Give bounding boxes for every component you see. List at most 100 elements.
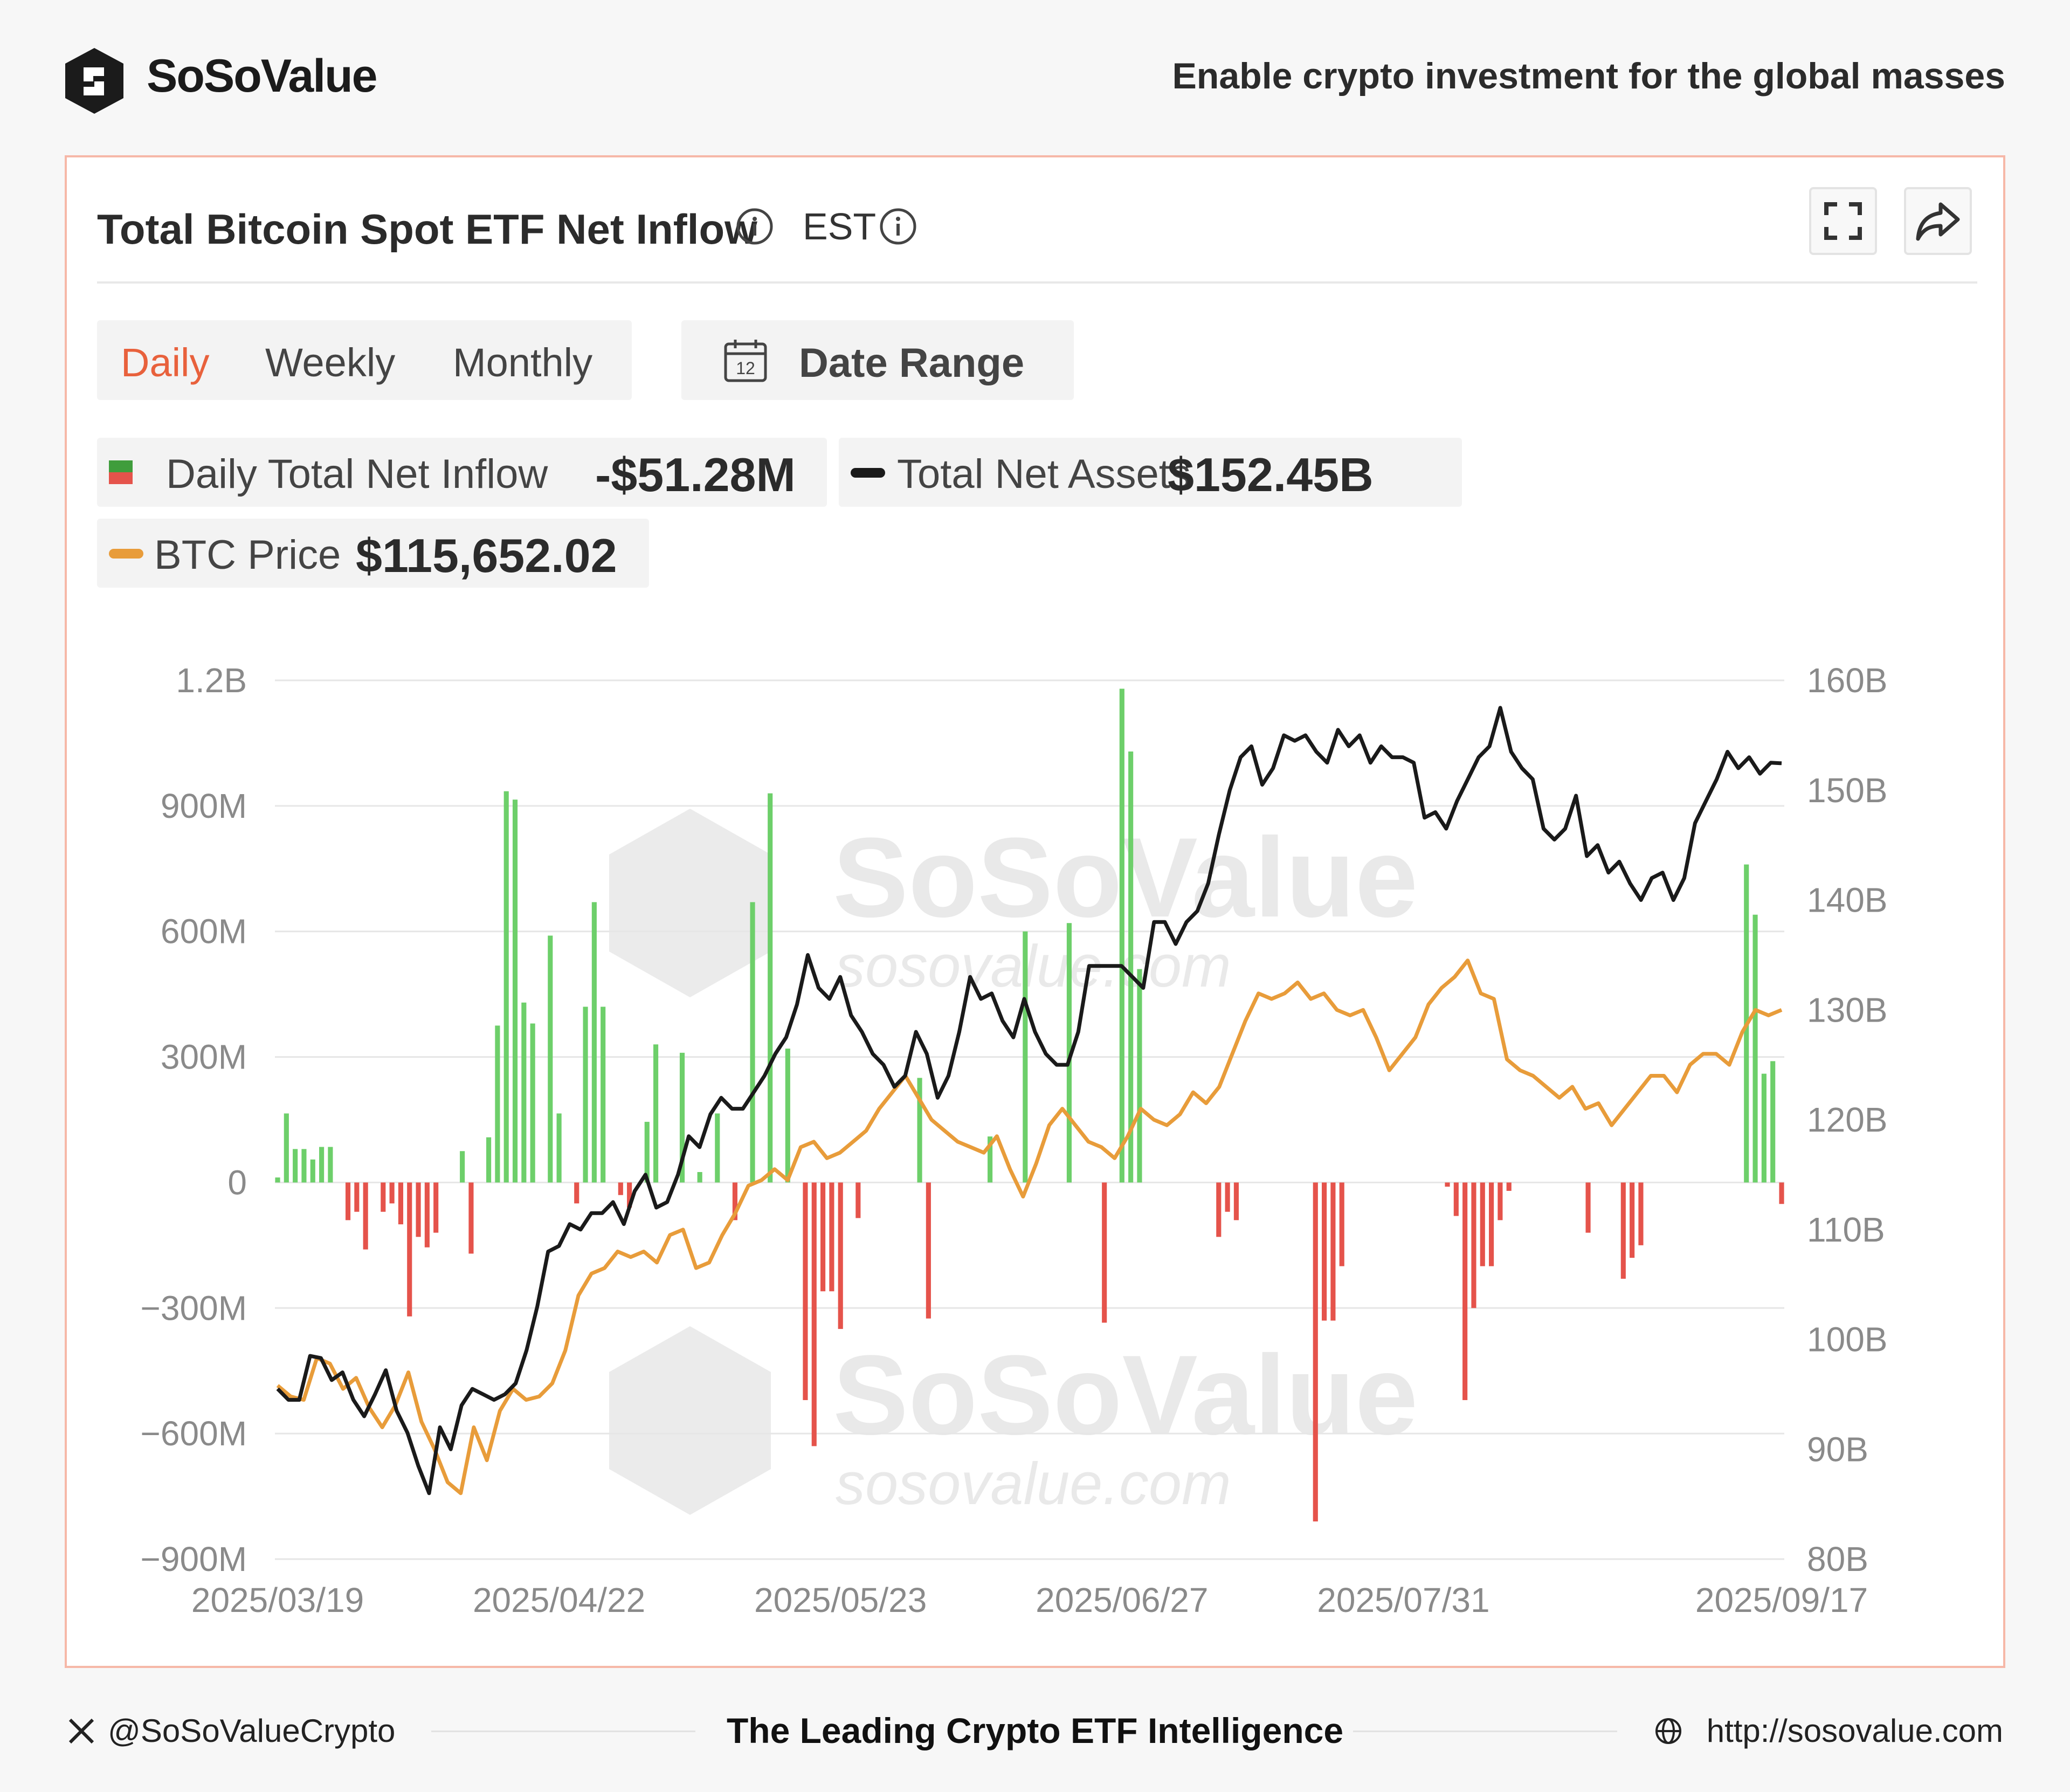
inflow-bar: [275, 1177, 280, 1183]
inflow-bar: [433, 1182, 439, 1233]
site-url[interactable]: http://sosovalue.com: [1706, 1713, 2003, 1749]
inflow-bar: [715, 1113, 720, 1183]
tagline: Enable crypto investment for the global …: [1172, 56, 2005, 97]
inflow-bar: [495, 1025, 500, 1183]
right-tick-label: 130B: [1807, 990, 1887, 1029]
left-tick-label: 0: [227, 1163, 247, 1202]
inflow-bar: [653, 1044, 659, 1183]
inflow-bar: [310, 1159, 315, 1183]
inflow-bar: [1471, 1182, 1476, 1308]
inflow-bar: [627, 1182, 632, 1208]
inflow-bar: [1128, 751, 1134, 1183]
left-tick-label: 900M: [161, 787, 247, 825]
legend-inflow[interactable]: Daily Total Net Inflow -$51.28M: [97, 438, 827, 507]
inflow-bar: [697, 1172, 702, 1183]
x-logo-icon[interactable]: [67, 1717, 96, 1746]
inflow-bar: [785, 1049, 790, 1183]
inflow-bar: [486, 1137, 492, 1183]
inflow-bar: [1489, 1182, 1494, 1266]
watermark-brand: SoSoValue: [833, 1332, 1418, 1458]
inflow-bar: [679, 1052, 685, 1183]
timezone-label: EST: [803, 205, 877, 247]
inflow-bar: [389, 1182, 395, 1204]
chart-title: Total Bitcoin Spot ETF Net Inflow: [97, 205, 757, 253]
fullscreen-button[interactable]: [1809, 187, 1877, 255]
inflow-bar: [574, 1182, 579, 1204]
x-tick-label: 2025/09/17: [1695, 1581, 1868, 1619]
x-tick-label: 2025/07/31: [1317, 1581, 1489, 1619]
watermark-logo-icon: [609, 809, 771, 997]
legend-price-value: $115,652.02: [356, 529, 617, 582]
inflow-bar: [301, 1149, 307, 1183]
inflow-bar: [363, 1182, 368, 1250]
period-weekly[interactable]: Weekly: [265, 340, 396, 385]
date-range-label: Date Range: [799, 340, 1025, 386]
inflow-bar: [1506, 1182, 1512, 1191]
legend-inflow-label: Daily Total Net Inflow: [166, 451, 548, 497]
inflow-bar: [345, 1182, 351, 1221]
inflow-bar: [398, 1182, 403, 1225]
inflow-bar: [1119, 688, 1124, 1183]
assets-swatch-icon: [851, 468, 885, 478]
left-tick-label: −300M: [141, 1288, 247, 1327]
inflow-bar: [556, 1113, 562, 1183]
inflow-bar: [460, 1151, 465, 1183]
inflow-bar: [917, 1078, 922, 1183]
watermark-logo-icon: [609, 1326, 771, 1515]
right-tick-label: 80B: [1807, 1540, 1868, 1579]
inflow-swatch-icon: [109, 460, 133, 484]
x-axis: 2025/03/19 2025/04/22 2025/05/23 2025/06/27…: [191, 1581, 1868, 1619]
inflow-bar: [407, 1182, 412, 1317]
legend-assets[interactable]: Total Net Assets $152.45B: [839, 438, 1462, 507]
right-tick-label: 140B: [1807, 881, 1887, 920]
left-tick-label: 300M: [161, 1038, 247, 1077]
calendar-day: 12: [736, 359, 755, 378]
inflow-bar: [381, 1182, 386, 1212]
inflow-bar: [354, 1182, 360, 1212]
inflow-bar: [855, 1182, 861, 1218]
inflow-bar: [1330, 1182, 1336, 1321]
inflow-bar: [521, 1002, 527, 1183]
inflow-bar: [1761, 1073, 1767, 1183]
header-divider: [97, 281, 1977, 284]
inflow-bar: [732, 1182, 737, 1221]
inflow-bar: [319, 1147, 325, 1183]
inflow-bar: [1339, 1182, 1344, 1266]
social-handle[interactable]: @SoSoValueCrypto: [108, 1713, 396, 1749]
inflow-bar: [1779, 1182, 1784, 1204]
info-icon[interactable]: [735, 207, 774, 246]
x-tick-label: 2025/03/19: [191, 1581, 364, 1619]
inflow-bar: [1445, 1182, 1450, 1187]
btc-price-line: [276, 959, 1783, 1495]
page-header: SoSoValue Enable crypto investment for t…: [0, 0, 2070, 156]
inflow-bar: [1585, 1182, 1591, 1233]
inflow-bar: [803, 1182, 808, 1401]
price-swatch-icon: [109, 549, 143, 559]
right-tick-label: 150B: [1807, 771, 1887, 810]
left-tick-label: 1.2B: [176, 661, 247, 700]
inflow-bar: [811, 1182, 817, 1446]
watermark: SoSoValuesosovalue.comSoSoValuesosovalue…: [609, 809, 1418, 1517]
date-range-button[interactable]: 12 Date Range: [681, 320, 1074, 400]
inflow-bar: [768, 793, 773, 1183]
inflow-bar: [618, 1182, 623, 1195]
period-daily[interactable]: Daily: [121, 340, 210, 385]
inflow-bar: [328, 1147, 333, 1183]
watermark-url: sosovalue.com: [836, 1451, 1231, 1517]
period-monthly[interactable]: Monthly: [453, 340, 593, 385]
inflow-bar: [829, 1182, 834, 1292]
share-button[interactable]: [1904, 187, 1972, 255]
inflow-bar: [820, 1182, 826, 1292]
sosovalue-logo-icon: [65, 48, 123, 114]
fullscreen-icon: [1824, 202, 1862, 240]
inflow-bar: [750, 902, 755, 1183]
right-tick-label: 110B: [1807, 1210, 1885, 1249]
inflow-bar: [1216, 1182, 1222, 1237]
brand-name: SoSoValue: [147, 50, 377, 102]
timezone-info-icon[interactable]: [879, 207, 917, 246]
inflow-bar: [1752, 914, 1758, 1183]
left-axis: 1.2B 900M 600M 300M 0 −300M −600M −900M: [141, 661, 247, 1579]
inflow-bar: [284, 1113, 289, 1183]
legend-price[interactable]: BTC Price $115,652.02: [97, 519, 649, 588]
